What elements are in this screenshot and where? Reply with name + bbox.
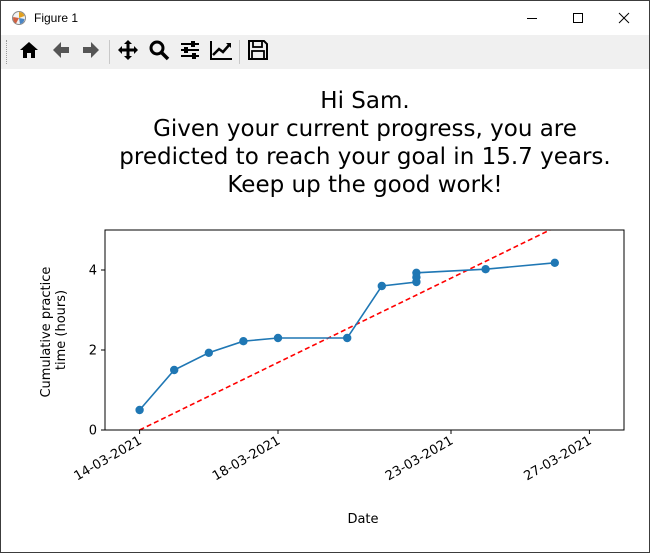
x-axis-label: Date	[347, 512, 378, 527]
configure-subplots-button[interactable]	[177, 39, 203, 65]
save-button[interactable]	[245, 39, 271, 65]
forward-button[interactable]	[78, 39, 104, 65]
y-axis-label: Cumulative practice time (hours)	[39, 262, 69, 397]
toolbar-grip[interactable]	[6, 40, 9, 64]
trend-line	[139, 230, 552, 430]
x-tick-label: 27-03-2021	[521, 433, 594, 484]
toolbar-separator	[239, 40, 240, 64]
y-tick-label: 4	[89, 264, 97, 279]
toolbar-separator	[109, 40, 110, 64]
title-bar[interactable]: Figure 1	[1, 1, 649, 35]
data-point	[550, 258, 559, 267]
chart-title-line: Given your current progress, you are	[153, 116, 577, 142]
y-tick-label: 0	[89, 424, 97, 439]
data-point	[135, 405, 144, 415]
y-axis-label-line: time (hours)	[54, 290, 69, 370]
back-button[interactable]	[48, 39, 74, 65]
data-point	[170, 365, 179, 375]
plot-frame	[104, 229, 625, 431]
y-axis-label-line: Cumulative practice	[39, 267, 54, 398]
navigation-toolbar	[1, 35, 649, 70]
window-title: Figure 1	[34, 11, 79, 25]
data-point	[412, 268, 421, 277]
chart-title: Hi Sam. Given your current progress, you…	[85, 87, 645, 199]
data-point	[377, 281, 386, 291]
maximize-button[interactable]	[555, 1, 601, 35]
save-floppy-icon	[247, 39, 269, 65]
data-point	[273, 333, 283, 343]
maximize-icon	[572, 9, 584, 28]
x-tick-label: 23-03-2021	[383, 433, 456, 484]
configure-subplots-icon	[179, 39, 201, 65]
x-tick-label: 18-03-2021	[210, 433, 283, 484]
series-line	[138, 262, 555, 411]
x-tick-label: 14-03-2021	[72, 433, 145, 484]
home-button[interactable]	[16, 39, 42, 65]
figure-canvas[interactable]: Hi Sam. Given your current progress, you…	[1, 69, 649, 552]
chart-title-line: Hi Sam.	[320, 88, 410, 114]
pan-move-icon	[117, 39, 139, 65]
data-point	[481, 265, 490, 274]
forward-arrow-icon	[80, 39, 102, 65]
close-button[interactable]	[601, 1, 647, 35]
minimize-icon	[526, 9, 538, 28]
chart-title-line: Keep up the good work!	[227, 172, 503, 198]
pan-button[interactable]	[115, 39, 141, 65]
zoom-magnifier-icon	[148, 39, 170, 65]
data-point	[239, 337, 248, 346]
data-point	[343, 333, 352, 343]
line-chart: 0 2 4 14-03-2021 18-03-2021 23-03-2021 27-03-…	[39, 229, 625, 527]
matplotlib-app-icon	[11, 10, 27, 26]
close-icon	[618, 9, 630, 28]
y-tick-label: 2	[89, 344, 97, 359]
data-point	[204, 348, 213, 357]
zoom-button[interactable]	[146, 39, 172, 65]
edit-axis-button[interactable]	[208, 39, 234, 65]
back-arrow-icon	[50, 39, 72, 65]
edit-axis-icon	[209, 39, 233, 65]
chart-title-line: predicted to reach your goal in 15.7 yea…	[119, 144, 611, 170]
minimize-button[interactable]	[509, 1, 555, 35]
home-icon	[18, 39, 40, 65]
